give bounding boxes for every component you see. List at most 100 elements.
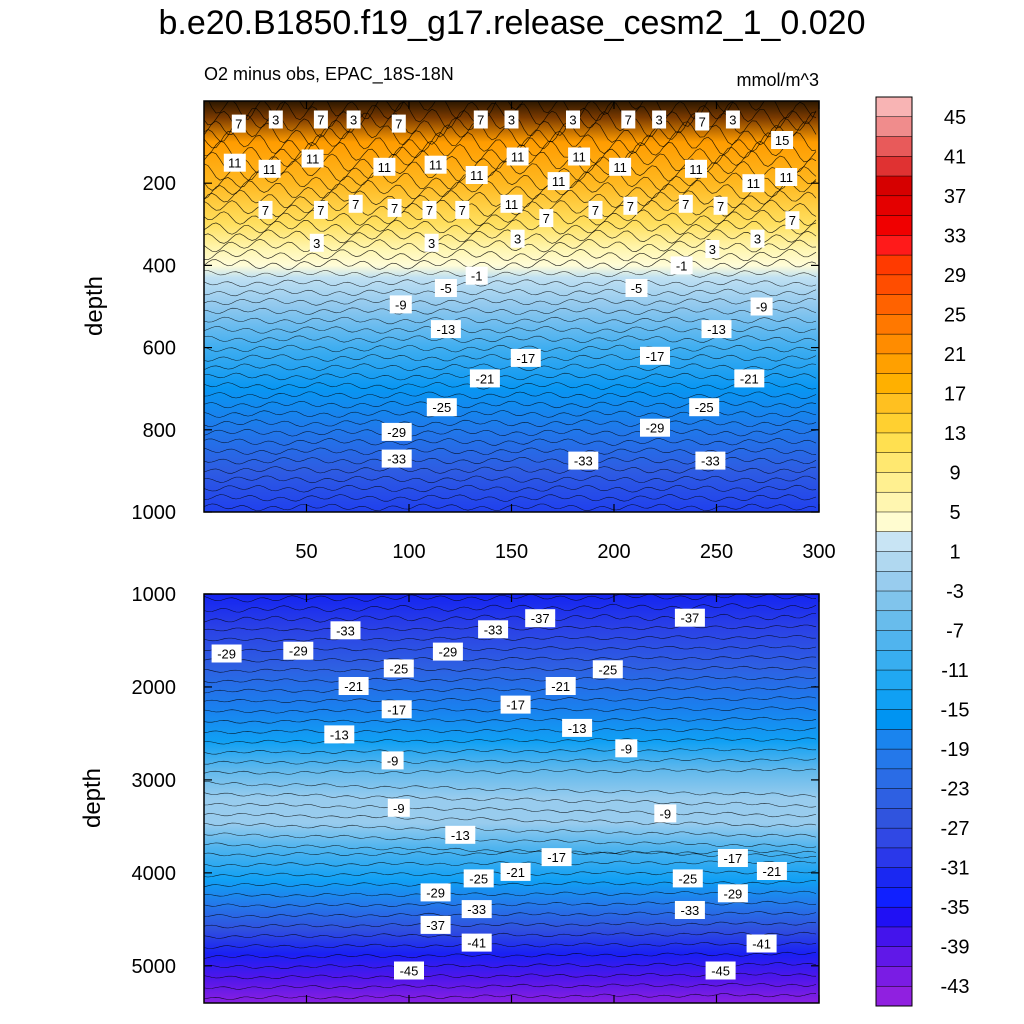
contour-label: -33: [330, 621, 361, 640]
contour-line: [204, 438, 817, 446]
contour-line: [204, 716, 817, 724]
contour-label-box: [313, 110, 328, 129]
colorbar-swatch: [876, 571, 912, 592]
contour-label: 3: [424, 233, 439, 252]
y-tick-label: 1000: [132, 584, 177, 606]
contour-label-box: [258, 159, 281, 178]
contour-label: -25: [426, 398, 457, 417]
contour-label-box: [420, 883, 451, 902]
contour-label-box: [473, 110, 488, 129]
contour-label-text: -33: [484, 622, 503, 637]
contour-label-box: [756, 862, 787, 880]
contour-label-text: -17: [646, 349, 665, 364]
contour-label: 7: [713, 196, 728, 215]
colorbar-swatch: [876, 887, 912, 908]
colorbar-swatch: [876, 97, 912, 118]
colorbar-label: 33: [944, 225, 966, 247]
contour-label-text: 7: [395, 117, 402, 132]
contour-label: -5: [434, 279, 457, 297]
contour-label: 15: [771, 131, 794, 149]
colorbar-swatch: [876, 373, 912, 394]
colorbar-label: -27: [941, 818, 970, 840]
contour-label-box: [506, 147, 529, 166]
contour-line: [204, 179, 817, 200]
contour-label-box: [430, 320, 461, 339]
contour-label-box: [717, 849, 748, 867]
contour-label-box: [588, 200, 603, 219]
contour-label-box: [705, 961, 736, 980]
contour-label-text: -41: [752, 937, 771, 952]
contour-label: -25: [689, 398, 720, 417]
x-tick-label: 100: [392, 541, 425, 563]
contour-label: -21: [338, 677, 369, 695]
contour-line: [204, 900, 817, 908]
colorbar-label: 29: [944, 265, 966, 287]
contour-label-text: 7: [235, 117, 242, 132]
contour-label-text: 7: [543, 211, 550, 226]
contour-label-box: [568, 451, 599, 470]
contour-label-box: [539, 209, 554, 228]
contour-label-text: -9: [660, 806, 672, 821]
contour-label: -13: [562, 718, 593, 737]
lower-panel: -33 -33 -37 -37 -29 -29 -29 -25 -25 -21 -21 -17 -17 -…: [79, 584, 820, 1004]
colorbar-swatch: [876, 531, 912, 552]
x-tick-label: 200: [597, 541, 630, 563]
contour-label-text: 7: [317, 113, 324, 128]
contour-label: -13: [430, 320, 461, 339]
x-tick-label: 150: [495, 541, 528, 563]
contour-line: [204, 298, 817, 306]
contour-label: 7: [588, 200, 603, 219]
chart-title: b.e20.B1850.f19_g17.release_cesm2_1_0.02…: [158, 4, 866, 42]
contour-label: 3: [566, 110, 580, 129]
colorbar-swatch: [876, 413, 912, 434]
contour-label: -29: [717, 884, 748, 903]
contour-label: -9: [654, 804, 677, 823]
contour-label-box: [330, 621, 361, 640]
colorbar-label: -39: [941, 937, 970, 959]
contour-label: -9: [387, 798, 410, 817]
contour-label: -5: [625, 279, 648, 297]
y-tick-label: 5000: [132, 956, 177, 978]
upper-panel: 7 3 7 3 7 7 3 3 7 3 7 3 15 11 11 11 11 11 11 11 11 11 11 11 11 11…: [81, 64, 836, 563]
upper-contour-labels: 7 3 7 3 7 7 3 3 7 3 7 3 15 11 11 11 11 11 11 11 11 11 11 11 11 11…: [223, 110, 800, 470]
contour-label-box: [701, 320, 732, 339]
colorbar-swatch: [876, 294, 912, 315]
colorbar-swatch: [876, 966, 912, 987]
contour-line: [204, 209, 817, 227]
contour-line: [204, 832, 817, 848]
colorbar-label: -19: [941, 739, 970, 761]
lower-contour-labels: -33 -33 -37 -37 -29 -29 -29 -25 -25 -21 -21 -17 -17 -…: [211, 608, 787, 980]
upper-y-axis-label: depth: [81, 276, 108, 336]
contour-label-box: [674, 608, 705, 627]
contour-label: 11: [500, 194, 523, 213]
contour-label: -21: [469, 369, 500, 388]
lower-y-axis-label: depth: [79, 768, 106, 828]
contour-label: 11: [547, 172, 570, 191]
contour-label-box: [568, 147, 591, 166]
contour-label-box: [432, 642, 463, 661]
colorbar-swatch: [876, 255, 912, 276]
x-tick-label: 250: [700, 541, 733, 563]
colorbar-swatch: [876, 492, 912, 513]
contour-label-text: -17: [547, 850, 566, 865]
colorbar-swatch: [876, 729, 912, 750]
contour-label-box: [268, 110, 283, 129]
contour-label-text: 3: [655, 113, 662, 128]
contour-label-box: [445, 825, 476, 844]
contour-label-text: -25: [469, 871, 488, 886]
contour-label-text: -21: [506, 865, 525, 880]
contour-label-box: [713, 196, 728, 215]
contour-label-box: [746, 934, 777, 953]
contour-label-box: [566, 110, 580, 129]
contour-label-box: [500, 695, 531, 714]
contour-label: -41: [461, 933, 492, 952]
y-tick-label: 800: [143, 420, 176, 442]
contour-label: 11: [568, 147, 591, 166]
colorbar-swatch: [876, 630, 912, 651]
contour-label-text: -29: [217, 647, 236, 662]
colorbar-swatch: [876, 314, 912, 335]
contour-label-box: [695, 112, 710, 131]
contour-label-box: [672, 869, 703, 888]
contour-label-text: -29: [426, 885, 445, 900]
contour-label-box: [465, 266, 488, 285]
